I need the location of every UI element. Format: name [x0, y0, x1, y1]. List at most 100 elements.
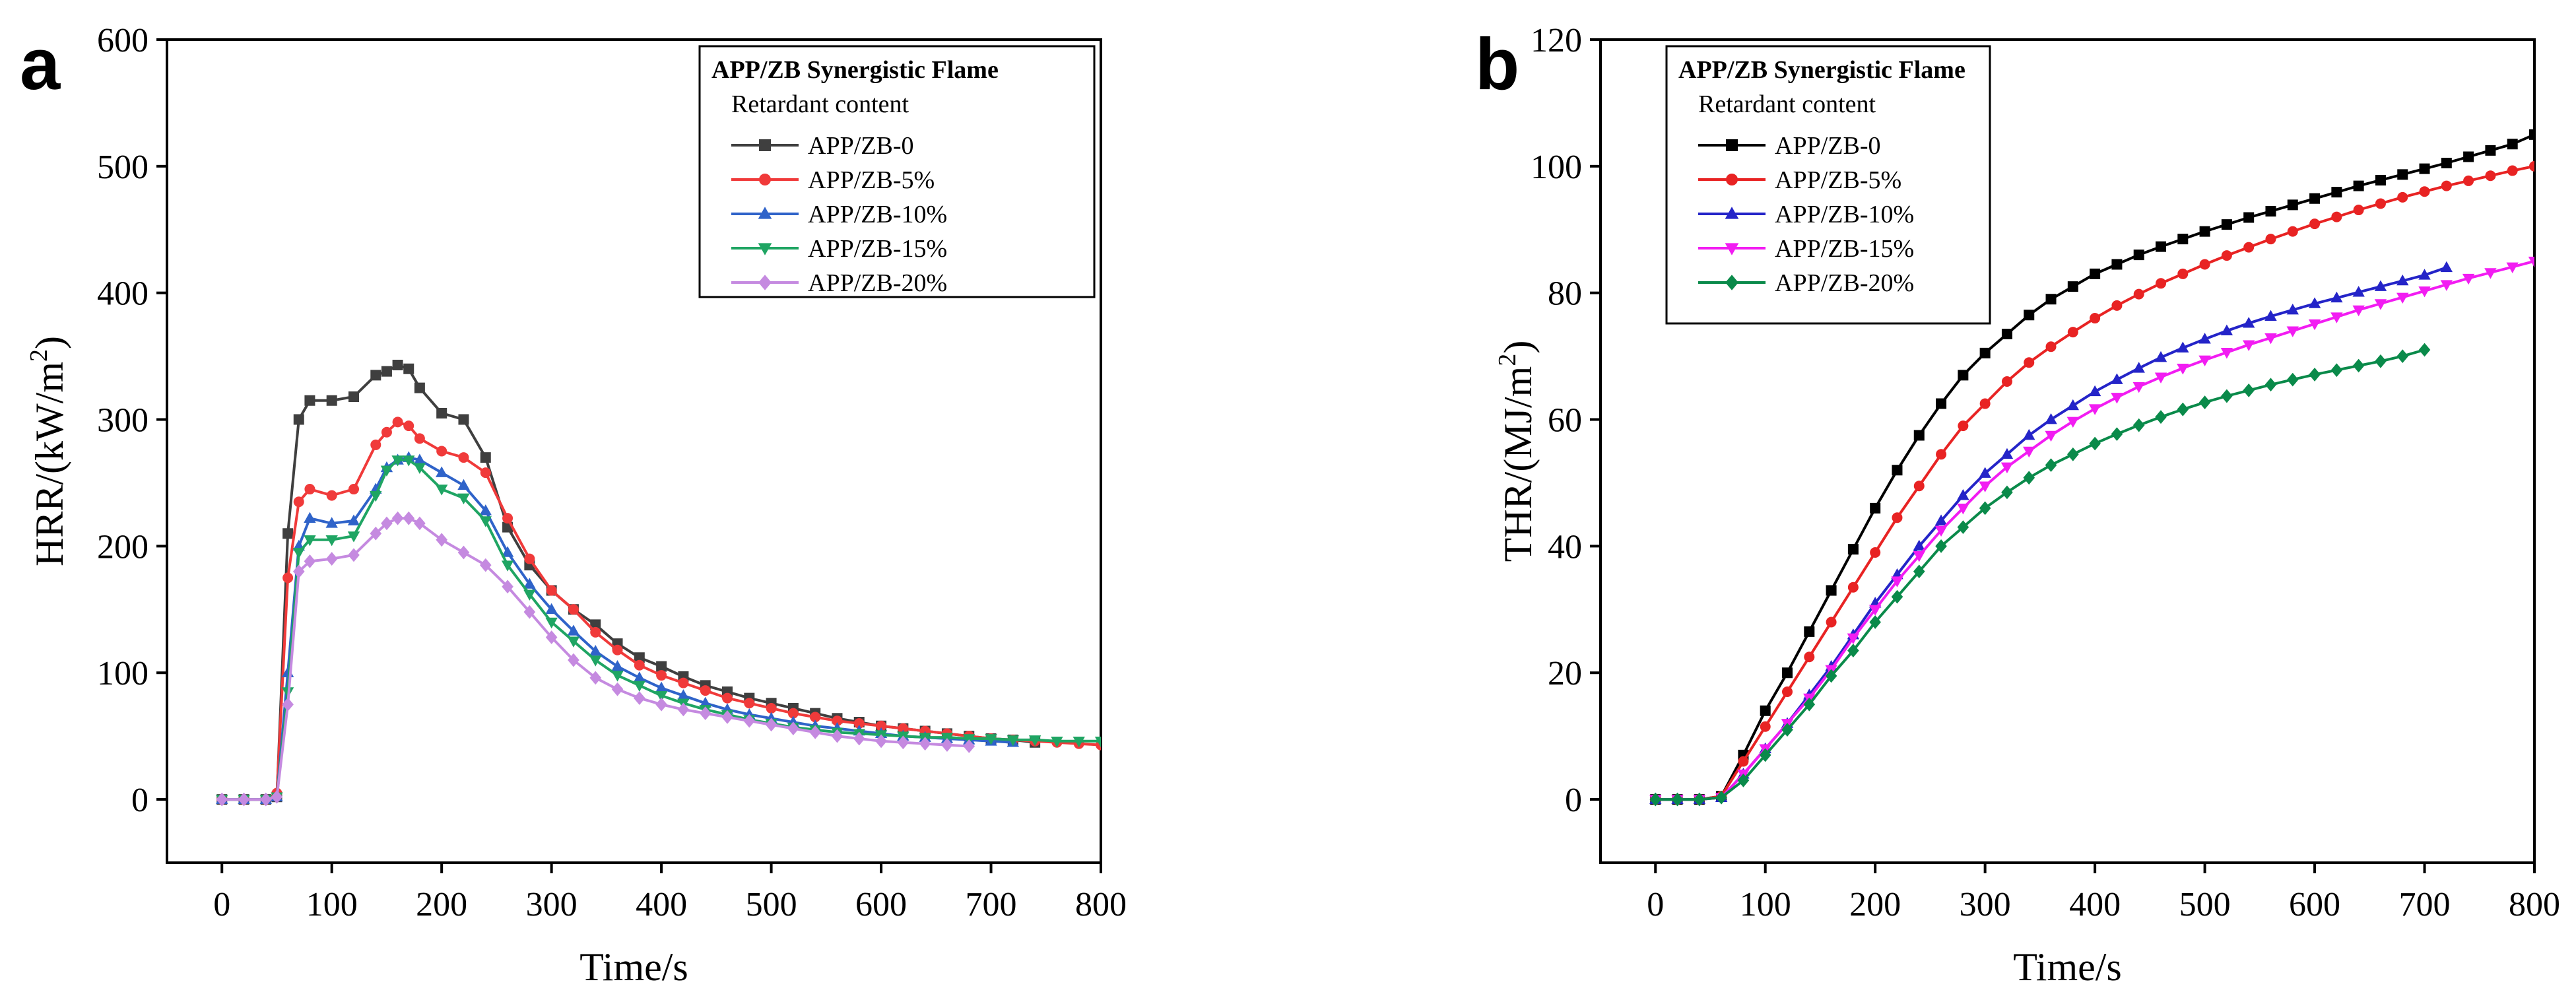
- data-point-APP/ZB-10%-580: [2286, 303, 2299, 315]
- data-point-APP/ZB-20%-140: [370, 526, 382, 541]
- data-point-APP/ZB-10%-540: [2242, 317, 2255, 328]
- data-point-APP/ZB-15%-220: [1891, 576, 1903, 587]
- legend-marker-APP/ZB-5%: [759, 174, 771, 185]
- data-point-APP/ZB-10%-420: [2111, 373, 2123, 384]
- legend-label-APP/ZB-15%: APP/ZB-15%: [1775, 235, 1914, 263]
- data-point-APP/ZB-15%-360: [611, 671, 624, 682]
- data-point-APP/ZB-20%-520: [787, 721, 799, 736]
- x-tick-label: 200: [1849, 886, 1901, 923]
- data-point-APP/ZB-15%-300: [1979, 481, 1991, 492]
- x-tick-label: 300: [526, 886, 578, 923]
- data-point-APP/ZB-15%-160: [391, 455, 404, 467]
- legend-marker-APP/ZB-10%: [758, 207, 772, 219]
- data-point-APP/ZB-5%-500: [766, 702, 777, 714]
- data-point-APP/ZB-20%-160: [391, 511, 404, 525]
- y-axis-label-superscript: 2: [1494, 354, 1521, 366]
- data-point-APP/ZB-10%-280: [1957, 489, 1969, 500]
- data-point-APP/ZB-15%-580: [2286, 326, 2299, 337]
- data-point-APP/ZB-20%-60: [1715, 790, 1727, 805]
- chart-panel-a: a 0 100 200 300 400 500 600 700 800 0 100 200 300 400 5…: [20, 22, 1127, 989]
- data-point-APP/ZB-20%-400: [655, 697, 667, 712]
- data-point-APP/ZB-0-600: [2309, 193, 2321, 204]
- data-point-APP/ZB-20%-340: [2023, 471, 2035, 485]
- data-point-APP/ZB-20%-480: [2177, 402, 2189, 417]
- data-point-APP/ZB-5%-780: [2507, 165, 2518, 176]
- y-axis-label: THR/(MJ/m2): [1494, 341, 1540, 562]
- data-point-APP/ZB-0-240: [480, 452, 491, 463]
- data-point-APP/ZB-0-140: [370, 370, 381, 381]
- data-point-APP/ZB-10%-300: [1979, 467, 1991, 478]
- series-group: [216, 360, 1101, 807]
- data-point-APP/ZB-5%-220: [458, 452, 469, 463]
- data-point-APP/ZB-5%-600: [2309, 218, 2321, 230]
- data-point-APP/ZB-15%-480: [2177, 364, 2189, 375]
- data-point-APP/ZB-10%-220: [457, 479, 470, 490]
- data-point-APP/ZB-10%-120: [347, 514, 360, 525]
- data-point-APP/ZB-15%-400: [2088, 404, 2101, 415]
- data-point-APP/ZB-5%-100: [1760, 721, 1771, 732]
- data-point-APP/ZB-5%-120: [348, 484, 359, 495]
- data-point-APP/ZB-10%-240: [479, 504, 492, 516]
- data-point-APP/ZB-10%-340: [589, 645, 602, 656]
- plot-frame: [166, 38, 1102, 864]
- data-point-APP/ZB-20%-560: [2264, 378, 2277, 392]
- data-point-APP/ZB-5%-140: [1804, 651, 1815, 663]
- x-tick-label: 0: [213, 886, 230, 923]
- data-point-APP/ZB-0-240: [1913, 430, 1925, 441]
- x-tick-label: 600: [2289, 886, 2340, 923]
- series-line-APP/ZB-0: [222, 364, 1036, 801]
- data-point-APP/ZB-0-200: [436, 407, 447, 418]
- x-axis-label: Time/s: [579, 945, 688, 989]
- y-tick-label: 500: [97, 149, 149, 186]
- data-point-APP/ZB-0-120: [1782, 667, 1793, 679]
- legend-label-APP/ZB-15%: APP/ZB-15%: [808, 235, 947, 263]
- data-point-APP/ZB-15%-260: [501, 560, 514, 572]
- data-point-APP/ZB-10%-240: [1913, 539, 1925, 551]
- data-point-APP/ZB-15%-200: [435, 484, 448, 496]
- data-point-APP/ZB-15%-660: [2374, 299, 2387, 310]
- data-point-APP/ZB-5%-560: [2265, 234, 2276, 245]
- data-point-APP/ZB-5%-70: [293, 496, 304, 508]
- data-point-APP/ZB-0-340: [590, 619, 601, 630]
- data-point-APP/ZB-10%-700: [2418, 269, 2431, 280]
- data-point-APP/ZB-5%-320: [2001, 376, 2012, 387]
- data-point-APP/ZB-5%-160: [392, 417, 403, 428]
- data-point-APP/ZB-0-320: [2001, 329, 2012, 340]
- data-point-APP/ZB-0-160: [392, 360, 403, 371]
- data-point-APP/ZB-20%-320: [2001, 485, 2013, 500]
- data-point-APP/ZB-20%-500: [765, 718, 777, 732]
- series-group: [1649, 129, 2534, 807]
- y-tick-label: 60: [1548, 402, 1582, 440]
- data-point-APP/ZB-0-60: [282, 528, 294, 539]
- data-point-APP/ZB-10%-400: [2088, 385, 2101, 397]
- data-point-APP/ZB-0-660: [2375, 174, 2386, 185]
- data-point-APP/ZB-15%-80: [304, 535, 316, 547]
- legend-label-APP/ZB-5%: APP/ZB-5%: [1775, 166, 1901, 194]
- data-point-APP/ZB-15%-150: [380, 465, 393, 477]
- data-point-APP/ZB-5%-180: [414, 433, 425, 444]
- y-tick-label: 400: [97, 275, 149, 313]
- data-point-APP/ZB-10%-300: [545, 603, 558, 615]
- data-point-APP/ZB-0-180: [1847, 544, 1859, 555]
- data-point-APP/ZB-20%-480: [743, 714, 756, 728]
- data-point-APP/ZB-5%-360: [612, 644, 623, 655]
- data-point-APP/ZB-20%-20: [1671, 792, 1684, 807]
- data-point-APP/ZB-0-80: [304, 395, 315, 406]
- y-tick-label: 0: [131, 782, 149, 819]
- data-point-APP/ZB-0-140: [1804, 626, 1815, 637]
- data-point-APP/ZB-15%-700: [2418, 286, 2431, 298]
- data-point-APP/ZB-0-360: [2045, 294, 2057, 305]
- data-point-APP/ZB-20%-660: [941, 738, 953, 752]
- data-point-APP/ZB-0-340: [2024, 310, 2035, 321]
- data-point-APP/ZB-5%-760: [2485, 170, 2496, 182]
- data-point-APP/ZB-20%-540: [2243, 384, 2255, 397]
- data-point-APP/ZB-15%-780: [2506, 262, 2519, 273]
- data-point-APP/ZB-0-440: [2133, 250, 2144, 261]
- data-point-APP/ZB-15%-180: [1847, 633, 1860, 645]
- data-point-APP/ZB-0-100: [1760, 705, 1771, 716]
- data-point-APP/ZB-5%-380: [634, 659, 645, 671]
- data-point-APP/ZB-5%-240: [1913, 481, 1925, 492]
- data-point-APP/ZB-15%-700: [985, 734, 997, 745]
- y-axis-label-tail: ): [28, 336, 71, 349]
